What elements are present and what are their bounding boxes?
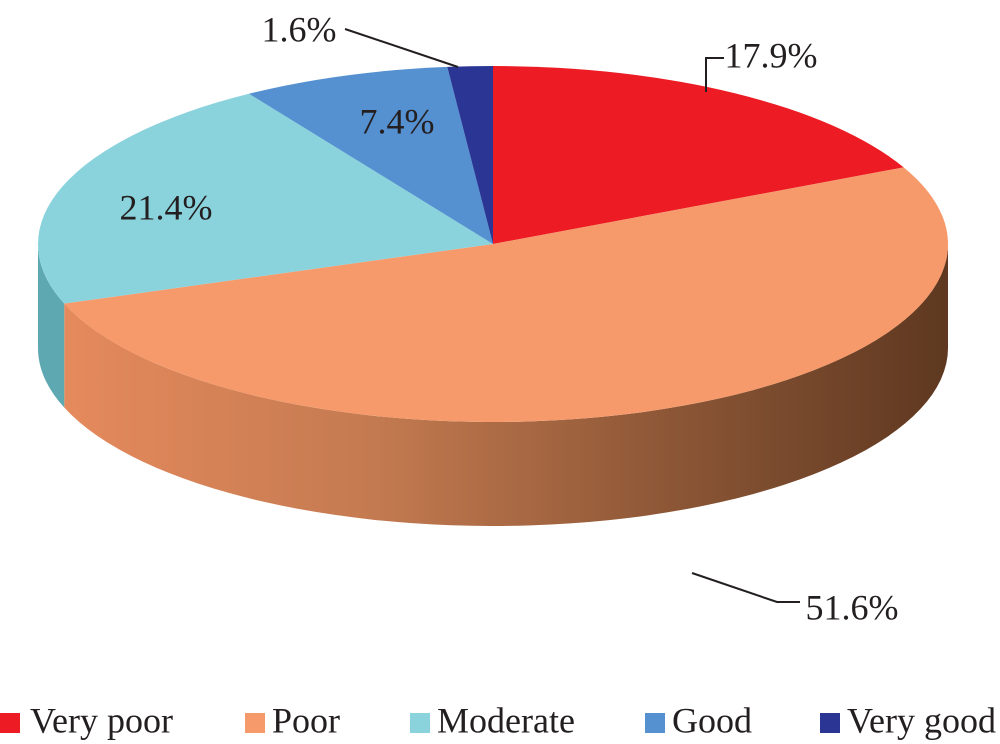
legend-marker-very-good	[820, 713, 840, 733]
slice-poor	[64, 167, 949, 423]
slice-moderate	[37, 93, 493, 304]
pie-slices-layer	[37, 66, 949, 423]
data-label-very-poor: 17.9%	[725, 35, 818, 75]
legend: Very poor Poor Moderate Good Very good	[0, 700, 996, 740]
data-label-poor: 51.6%	[806, 587, 899, 627]
slice-side-poor	[64, 244, 949, 526]
legend-label-very-good: Very good	[847, 700, 996, 740]
legend-marker-poor	[245, 713, 265, 733]
data-label-moderate: 21.4%	[120, 187, 213, 227]
legend-label-very-poor: Very poor	[30, 700, 173, 740]
leader-line-poor	[691, 572, 800, 603]
legend-marker-very-poor	[0, 713, 20, 733]
pie-depth-layer	[38, 244, 949, 526]
slice-very-poor	[493, 66, 904, 244]
legend-marker-good	[645, 713, 665, 733]
data-label-very-good: 1.6%	[262, 9, 337, 49]
data-labels-layer: 17.9% 51.6% 21.4% 7.4% 1.6%	[120, 9, 899, 627]
legend-marker-moderate	[410, 713, 430, 733]
leader-line-very-good	[344, 28, 459, 68]
legend-label-good: Good	[672, 700, 752, 740]
leader-lines-layer	[344, 28, 800, 603]
slice-good	[248, 66, 493, 245]
legend-label-poor: Poor	[272, 700, 340, 740]
legend-label-moderate: Moderate	[437, 700, 575, 740]
leader-line-very-poor	[705, 57, 724, 92]
slice-side-moderate	[38, 244, 65, 408]
data-label-good: 7.4%	[360, 101, 435, 141]
slice-very-good	[447, 66, 493, 244]
